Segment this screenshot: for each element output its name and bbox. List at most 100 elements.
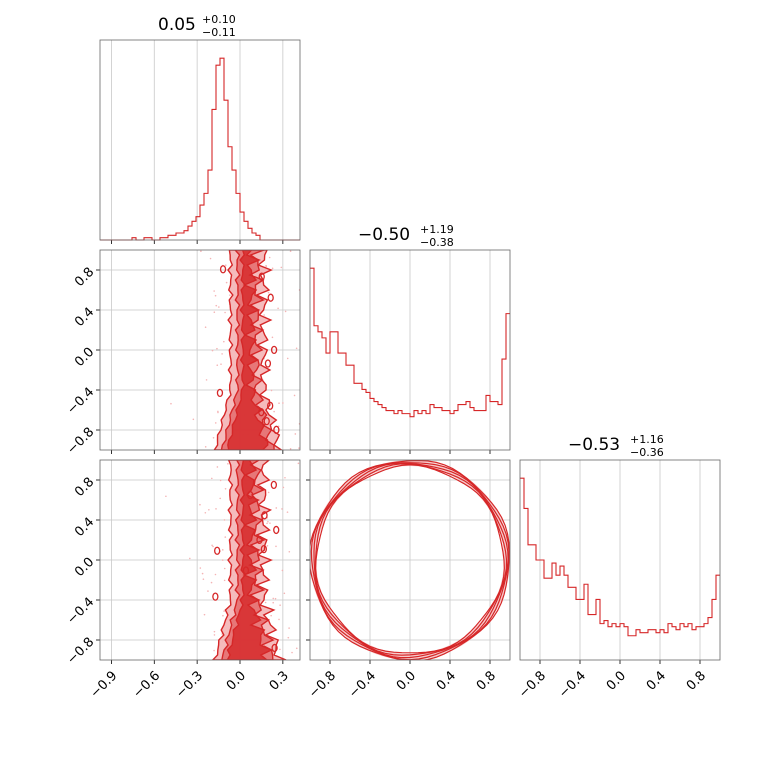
sample-point bbox=[211, 349, 214, 352]
contour-body-1-2 bbox=[310, 460, 510, 660]
sample-point bbox=[271, 336, 274, 339]
sample-point bbox=[266, 522, 268, 525]
contour-panel-1-2 bbox=[306, 459, 511, 664]
sample-point bbox=[213, 290, 215, 292]
x-tick-label-1-3: 0.4 bbox=[434, 668, 459, 693]
contour-island bbox=[258, 408, 265, 417]
hist-step-2 bbox=[520, 477, 720, 637]
contour-body-0-2 bbox=[165, 460, 315, 660]
title-plus-0: +0.10 bbox=[202, 13, 236, 26]
sample-point bbox=[281, 569, 284, 572]
sample-point bbox=[298, 447, 300, 449]
x-tick-label-2-2: 0.0 bbox=[604, 668, 629, 693]
sample-point bbox=[207, 590, 209, 592]
sample-point bbox=[221, 559, 224, 561]
sample-point bbox=[271, 267, 274, 270]
sample-point bbox=[293, 394, 296, 397]
sample-point bbox=[223, 340, 225, 343]
contour-island bbox=[214, 546, 221, 555]
y-tick-label-1-2: 0.0 bbox=[72, 345, 97, 370]
sample-point bbox=[286, 357, 289, 360]
sample-point bbox=[269, 522, 271, 524]
sample-point bbox=[218, 306, 220, 308]
x-tick-label-2-0: −0.8 bbox=[516, 668, 549, 701]
y-tick-label-2-4: 0.8 bbox=[72, 475, 97, 500]
sample-point bbox=[287, 636, 290, 639]
sample-point bbox=[221, 353, 223, 355]
y-tick-label-2-2: 0.0 bbox=[72, 555, 97, 580]
sample-point bbox=[214, 573, 217, 576]
ring-contour-3 bbox=[310, 462, 510, 660]
sample-point bbox=[311, 405, 313, 407]
sample-point bbox=[279, 648, 281, 651]
sample-point bbox=[289, 447, 292, 450]
x-tick-label-1-0: −0.8 bbox=[306, 668, 339, 701]
sample-point bbox=[221, 549, 224, 551]
sample-point bbox=[282, 486, 285, 489]
hist-step-1 bbox=[310, 267, 510, 418]
sample-point bbox=[204, 326, 207, 328]
contour-island bbox=[267, 293, 274, 302]
sample-point bbox=[358, 391, 360, 393]
y-tick-label-1-4: 0.8 bbox=[72, 265, 97, 290]
sample-point bbox=[267, 491, 270, 494]
contour-island bbox=[212, 592, 219, 601]
sample-point bbox=[291, 651, 293, 654]
sample-point bbox=[165, 495, 167, 498]
x-tick-label-0-1: −0.6 bbox=[130, 668, 163, 701]
sample-point bbox=[212, 545, 214, 548]
y-tick-label-1-3: 0.4 bbox=[72, 305, 97, 330]
title-param-0: 0.05 +0.10 −0.11 bbox=[158, 13, 236, 39]
sample-point bbox=[225, 281, 228, 284]
sample-point bbox=[213, 630, 216, 633]
sample-point bbox=[284, 476, 286, 479]
title-median-2: −0.53 bbox=[568, 435, 620, 455]
sample-point bbox=[273, 410, 275, 413]
sample-point bbox=[265, 265, 267, 268]
contour-island bbox=[273, 525, 280, 535]
panel-frame-2-2 bbox=[519, 459, 721, 661]
sample-point bbox=[215, 508, 217, 510]
sample-point bbox=[313, 640, 315, 642]
sample-point bbox=[266, 545, 269, 547]
sample-point bbox=[288, 627, 290, 629]
hist-panel-2 bbox=[519, 459, 721, 664]
sample-point bbox=[223, 519, 226, 521]
sample-point bbox=[170, 402, 172, 405]
panel-frame-1-2 bbox=[309, 459, 511, 661]
sample-point bbox=[270, 389, 273, 392]
x-tick-label-2-4: 0.8 bbox=[684, 668, 709, 693]
sample-point bbox=[200, 250, 202, 253]
contour-island bbox=[270, 480, 277, 490]
title-minus-0: −0.11 bbox=[202, 26, 236, 39]
title-plus-2: +1.16 bbox=[630, 433, 664, 446]
sample-point bbox=[227, 463, 229, 465]
sample-point bbox=[212, 436, 215, 439]
title-param-2: −0.53 +1.16 −0.36 bbox=[568, 433, 664, 459]
x-tick-label-0-0: −0.9 bbox=[88, 668, 121, 701]
sample-point bbox=[281, 508, 283, 510]
panel-frame-0-1 bbox=[99, 249, 301, 451]
sample-point bbox=[205, 379, 208, 381]
sample-point bbox=[219, 479, 222, 482]
sample-point bbox=[213, 311, 216, 314]
sample-point bbox=[223, 567, 226, 570]
sample-point bbox=[208, 508, 210, 511]
contour-island bbox=[267, 401, 274, 410]
ring-contour-4 bbox=[310, 460, 510, 660]
title-minus-2: −0.36 bbox=[630, 446, 664, 459]
sample-point bbox=[202, 578, 205, 580]
sample-point bbox=[189, 557, 191, 560]
sample-point bbox=[272, 601, 274, 604]
contour-island bbox=[261, 511, 268, 520]
contour-level-2 bbox=[227, 250, 269, 450]
sample-point bbox=[267, 520, 269, 523]
panel-frame-0-0 bbox=[99, 39, 301, 241]
sample-point bbox=[213, 634, 216, 636]
panel-frame-1-1 bbox=[309, 249, 511, 451]
title-median-1: −0.50 bbox=[358, 225, 410, 245]
sample-point bbox=[275, 545, 277, 548]
contour-island bbox=[263, 417, 270, 426]
sample-point bbox=[277, 307, 279, 310]
